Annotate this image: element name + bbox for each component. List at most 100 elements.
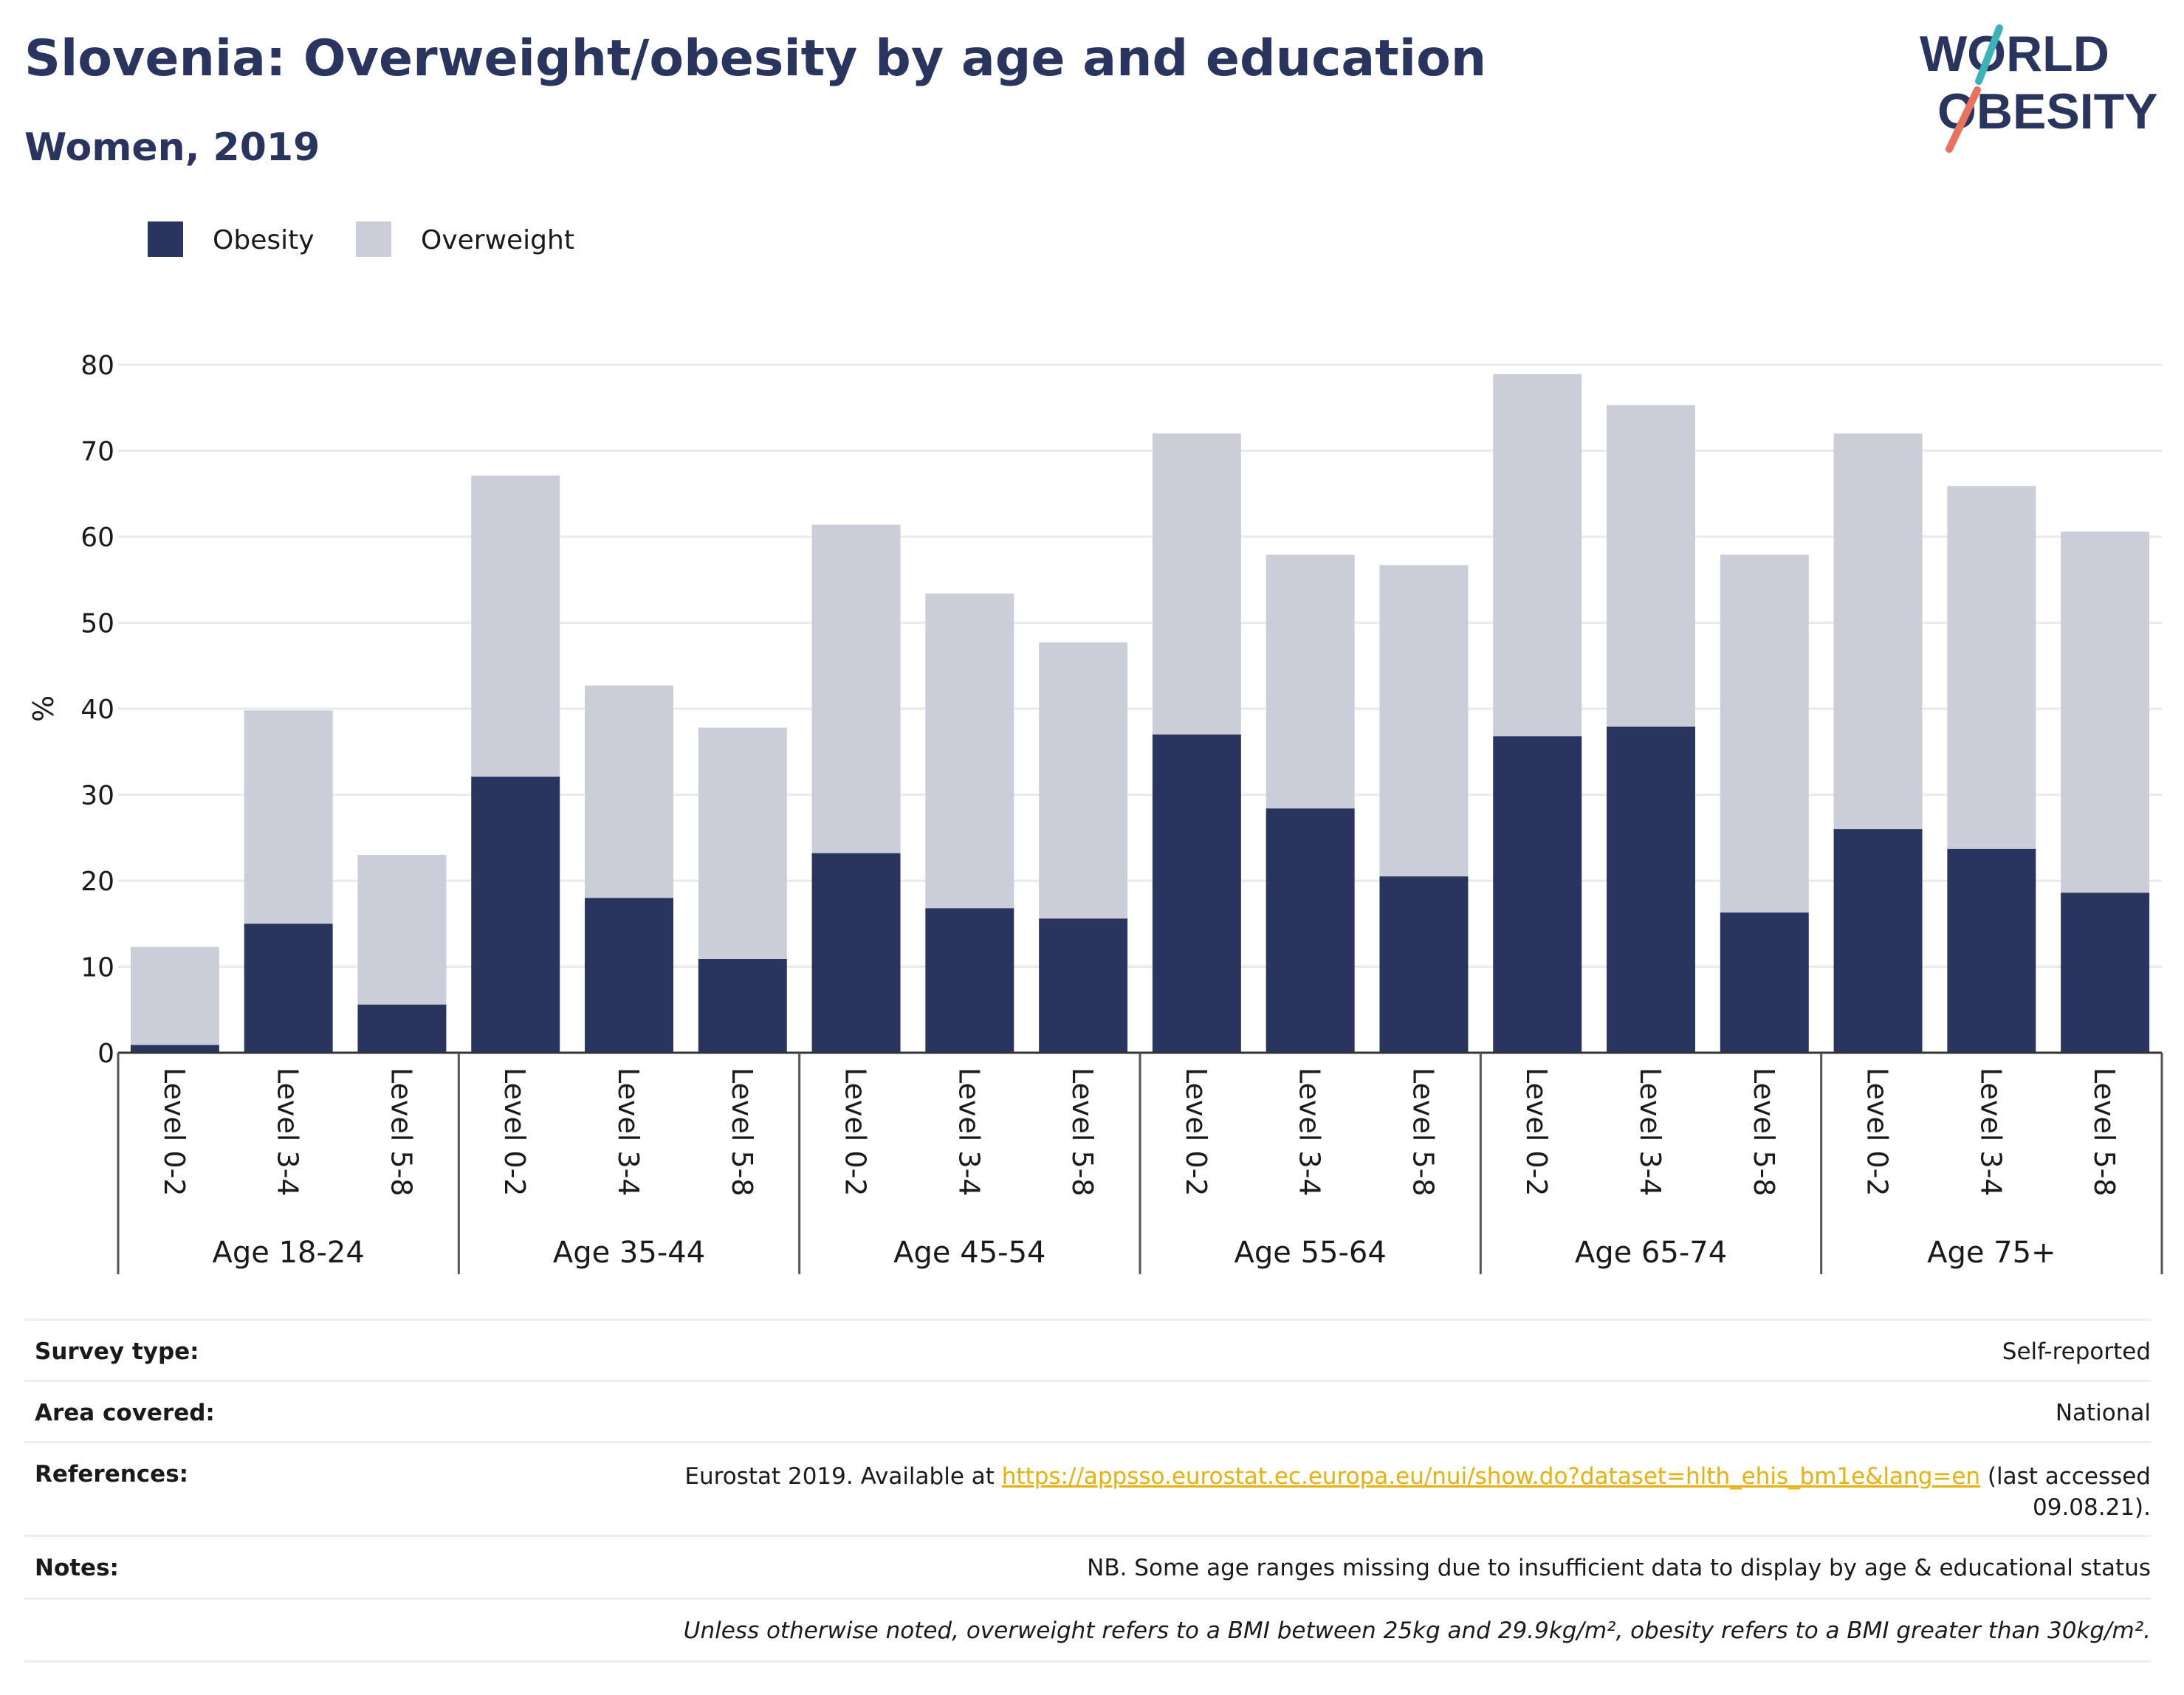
chart-subtitle: Women, 2019 [24, 126, 320, 170]
references-suffix: (last accessed [1980, 1463, 2151, 1490]
legend-label-overweight: Overweight [421, 225, 574, 255]
footnote-text: Unless otherwise noted, overweight refer… [683, 1617, 2151, 1644]
x-tick-label: Level 3-4 [1974, 1067, 2007, 1196]
references-label: References: [35, 1461, 189, 1488]
legend-swatch-obesity [148, 221, 183, 257]
x-tick-label: Level 5-8 [1407, 1067, 1439, 1196]
x-tick-label: Level 0-2 [158, 1067, 190, 1196]
bar-overweight [1607, 405, 1695, 727]
bar-obesity [1947, 848, 2036, 1053]
bar-overweight [585, 685, 673, 898]
bar-obesity [698, 959, 787, 1053]
bar-obesity [357, 1004, 447, 1053]
bar-overweight [1379, 565, 1469, 877]
bar-obesity [925, 908, 1014, 1053]
x-tick-label: Level 3-4 [952, 1067, 985, 1196]
y-tick-label: 80 [80, 351, 114, 381]
info-row-notes: Notes: NB. Some age ranges missing due t… [24, 1535, 2151, 1598]
bar-overweight [698, 727, 787, 960]
notes-value: NB. Some age ranges missing due to insuf… [1087, 1555, 2151, 1581]
bar-obesity [1720, 912, 1809, 1053]
references-value: Eurostat 2019. Available at https://apps… [684, 1461, 2151, 1523]
y-tick-label: 70 [80, 437, 114, 467]
bar-overweight [925, 593, 1014, 909]
x-tick-label: Level 3-4 [1294, 1067, 1326, 1196]
bar-overweight [244, 710, 333, 924]
logo-slash-coral [1946, 86, 1981, 153]
bar-overweight [1720, 554, 1809, 913]
y-tick-label: 0 [97, 1039, 114, 1069]
chart-title: Slovenia: Overweight/obesity by age and … [24, 30, 1487, 88]
bar-obesity [1266, 808, 1355, 1053]
x-tick-label: Level 3-4 [272, 1067, 304, 1196]
bar-overweight [130, 946, 219, 1045]
references-line2: 09.08.21). [2033, 1494, 2151, 1521]
group-label: Age 55-64 [1234, 1236, 1387, 1270]
bar-obesity [1607, 726, 1695, 1053]
group-label: Age 75+ [1927, 1236, 2056, 1270]
bar-obesity [1039, 918, 1128, 1053]
survey-type-label: Survey type: [35, 1338, 199, 1365]
y-tick-label: 20 [80, 867, 114, 897]
bar-obesity [1493, 736, 1582, 1053]
info-table: Survey type: Self-reported Area covered:… [24, 1318, 2151, 1663]
y-tick-label: 50 [80, 609, 114, 639]
x-tick-label: Level 0-2 [1180, 1067, 1212, 1196]
y-tick-label: 40 [80, 695, 114, 725]
stacked-bar-chart: Obesity Overweight 0 10 20 30 40 50 60 70 80% Level… [27, 221, 2163, 1274]
references-link[interactable]: https://appsso.eurostat.ec.europa.eu/nui… [1001, 1463, 1981, 1490]
group-label: Age 45-54 [893, 1236, 1045, 1270]
bar-overweight [1152, 433, 1241, 735]
y-tick-label: 30 [80, 781, 114, 811]
legend-swatch-overweight [356, 221, 391, 257]
legend-label-obesity: Obesity [213, 225, 315, 255]
bar-obesity [1152, 734, 1241, 1053]
bar-overweight [471, 475, 560, 777]
bar-obesity [1379, 876, 1469, 1053]
bar-overweight [1947, 486, 2036, 849]
info-row-area-covered: Area covered: National [24, 1380, 2151, 1441]
bar-obesity [244, 924, 333, 1053]
x-tick-label: Level 0-2 [839, 1067, 872, 1196]
logo-slash-teal [1975, 24, 2003, 85]
area-covered-label: Area covered: [35, 1400, 215, 1426]
x-tick-label: Level 5-8 [1748, 1067, 1780, 1196]
x-tick-label: Level 0-2 [498, 1067, 531, 1196]
bar-obesity [2061, 893, 2150, 1053]
logo-word-world: WORLD [1920, 26, 2109, 82]
group-label: Age 35-44 [553, 1236, 705, 1270]
references-prefix: Eurostat 2019. Available at [684, 1463, 1002, 1490]
bar-obesity [811, 853, 901, 1053]
x-tick-label: Level 5-8 [1066, 1067, 1099, 1196]
y-tick-label: 10 [80, 953, 114, 983]
bar-overweight [2061, 532, 2150, 893]
info-row-footnote: Unless otherwise noted, overweight refer… [24, 1598, 2151, 1663]
group-label: Age 18-24 [213, 1236, 365, 1270]
survey-type-value: Self-reported [2002, 1338, 2151, 1365]
x-tick-label: Level 3-4 [612, 1067, 645, 1196]
bar-overweight [357, 855, 447, 1005]
bar-overweight [1266, 554, 1355, 809]
world-obesity-logo: WORLD OBESITY [1920, 24, 2158, 153]
bar-overweight [1493, 374, 1582, 737]
bar-overweight [1833, 433, 1923, 830]
bar-overweight [1039, 642, 1128, 919]
info-row-references: References: Eurostat 2019. Available at … [24, 1441, 2151, 1535]
bar-obesity [585, 898, 673, 1053]
x-tick-label: Level 5-8 [726, 1067, 758, 1196]
x-tick-label: Level 5-8 [385, 1067, 417, 1196]
group-label: Age 65-74 [1575, 1236, 1727, 1270]
bar-obesity [130, 1045, 219, 1053]
x-tick-label: Level 3-4 [1634, 1067, 1666, 1196]
y-axis-label: % [27, 695, 60, 722]
bar-obesity [1833, 829, 1923, 1053]
area-covered-value: National [2055, 1400, 2151, 1426]
bar-overweight [811, 524, 901, 853]
bar-obesity [471, 777, 560, 1053]
x-tick-label: Level 0-2 [1520, 1067, 1553, 1196]
y-tick-label: 60 [80, 523, 114, 553]
x-tick-label: Level 5-8 [2088, 1067, 2121, 1196]
info-row-survey-type: Survey type: Self-reported [24, 1318, 2151, 1380]
x-tick-label: Level 0-2 [1861, 1067, 1894, 1196]
notes-label: Notes: [35, 1555, 119, 1581]
